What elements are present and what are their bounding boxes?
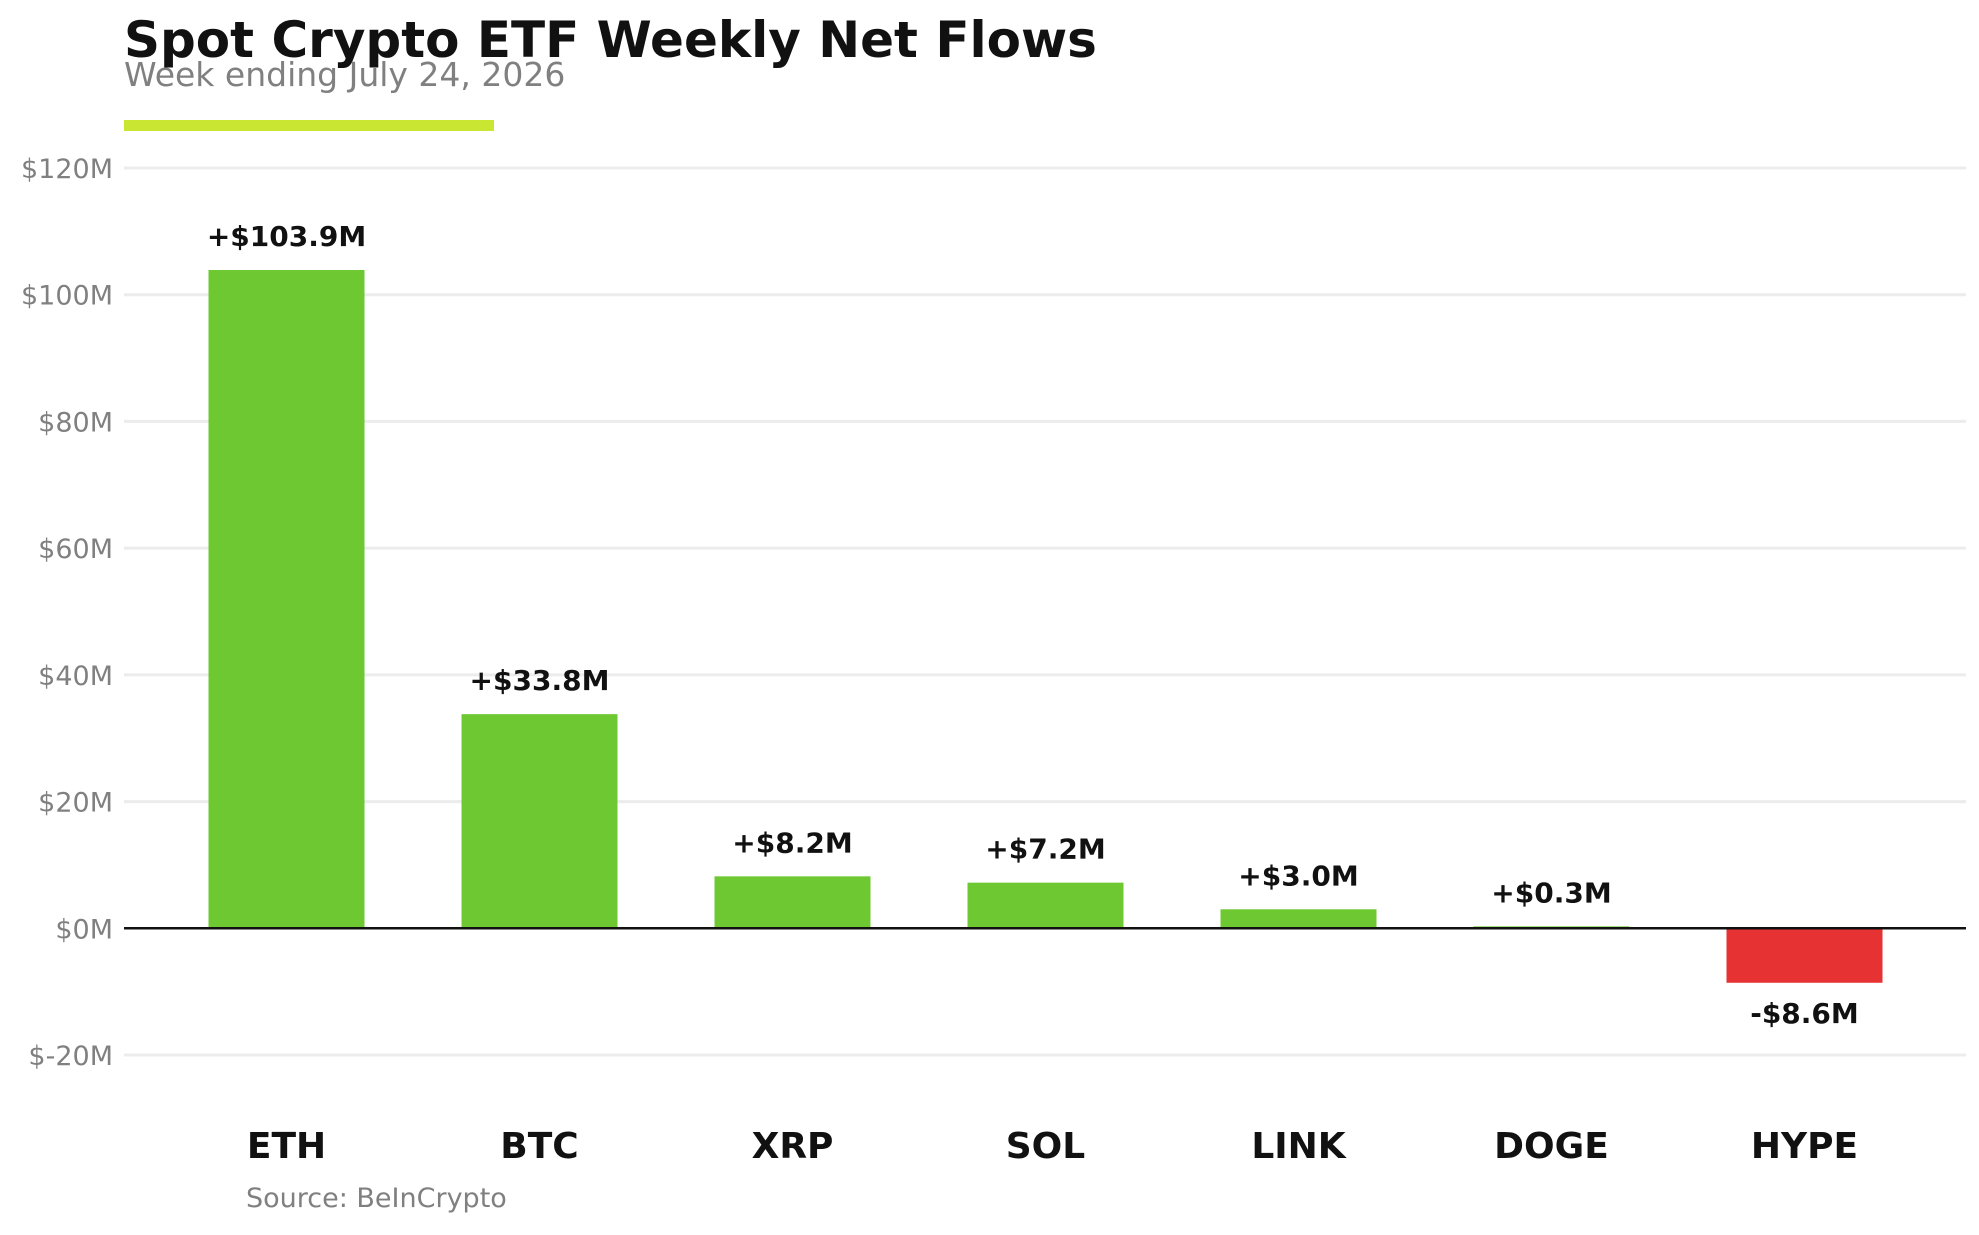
data-labels: +$103.9M +$33.8M +$8.2M +$7.2M +$3.0M +$0.3M -… (207, 220, 1859, 1030)
bars (208, 270, 1883, 983)
x-tick-label: HYPE (1751, 1126, 1858, 1167)
x-tick-label: DOGE (1494, 1126, 1609, 1167)
data-label-doge: +$0.3M (1491, 876, 1611, 909)
data-label-btc: +$33.8M (470, 664, 610, 697)
source-note: Source: BeInCrypto (246, 1183, 507, 1214)
bar-hype[interactable] (1726, 928, 1883, 983)
x-tick-label: ETH (247, 1126, 326, 1167)
bar-btc[interactable] (461, 714, 618, 929)
y-tick-label: $80M (38, 407, 113, 438)
x-tick-label: SOL (1006, 1126, 1085, 1167)
axis-labels: $-20M $0M $20M $40M $60M $80M $100M $120M ETH BTC… (21, 154, 1858, 1167)
y-tick-label: $40M (38, 661, 113, 692)
y-tick-label: $60M (38, 534, 113, 565)
chart-title: Spot Crypto ETF Weekly Net Flows (124, 11, 1097, 69)
data-label-hype: -$8.6M (1750, 997, 1859, 1030)
y-tick-label: $-20M (28, 1041, 113, 1072)
y-tick-label: $20M (38, 788, 113, 819)
y-tick-label: $100M (21, 281, 113, 312)
y-tick-label: $120M (21, 154, 113, 185)
gridlines (124, 166, 1966, 1057)
data-label-link: +$3.0M (1238, 859, 1358, 892)
bar-xrp[interactable] (714, 876, 871, 929)
x-tick-label: LINK (1251, 1126, 1346, 1167)
bar-sol[interactable] (967, 882, 1124, 929)
bar-eth[interactable] (208, 270, 365, 929)
chart-subtitle: Week ending July 24, 2026 (124, 55, 565, 94)
y-tick-label: $0M (55, 914, 113, 945)
data-label-eth: +$103.9M (207, 220, 366, 253)
x-tick-label: XRP (752, 1126, 834, 1167)
data-label-sol: +$7.2M (985, 833, 1105, 866)
accent-underline (124, 120, 494, 131)
x-tick-label: BTC (500, 1126, 578, 1167)
bar-link[interactable] (1220, 909, 1377, 929)
data-label-xrp: +$8.2M (732, 826, 852, 859)
